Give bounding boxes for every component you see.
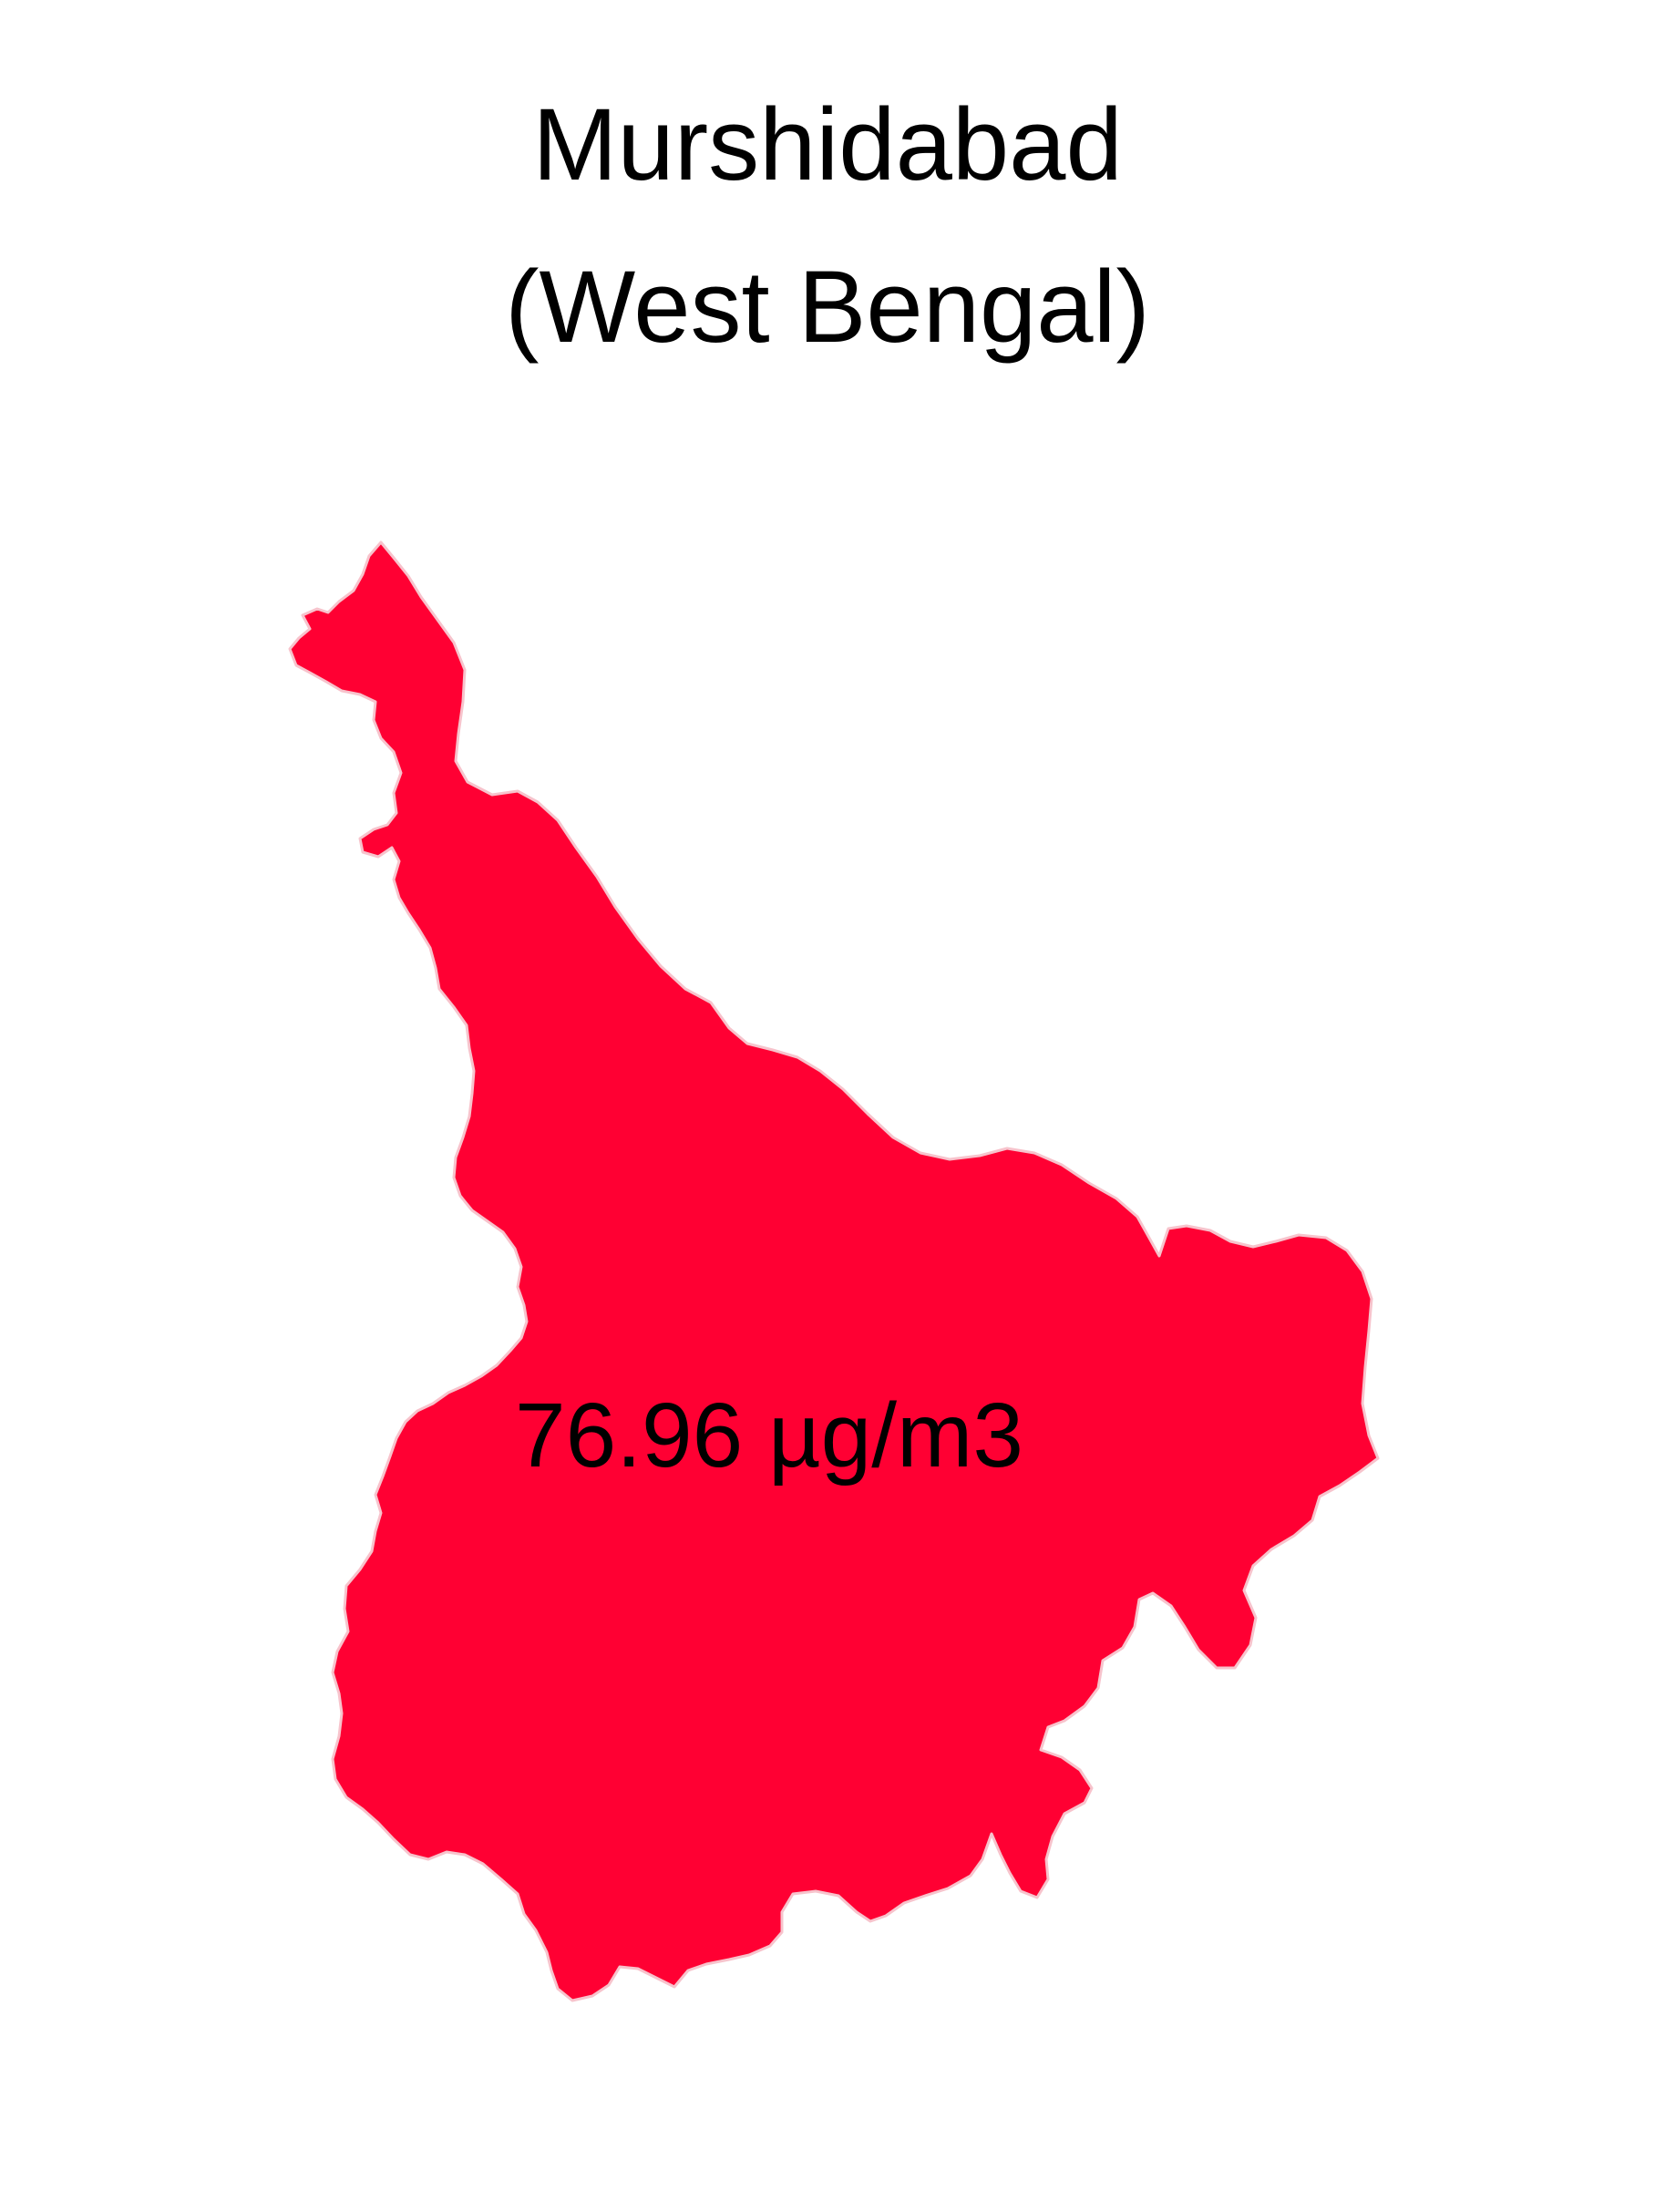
state-name: (West Bengal): [505, 250, 1150, 364]
pollution-value-label: 76.96 µg/m3: [515, 1384, 1023, 1487]
district-name: Murshidabad: [532, 87, 1123, 201]
district-shape-murshidabad: [288, 540, 1380, 2002]
map-title: Murshidabad (West Bengal): [0, 64, 1655, 388]
